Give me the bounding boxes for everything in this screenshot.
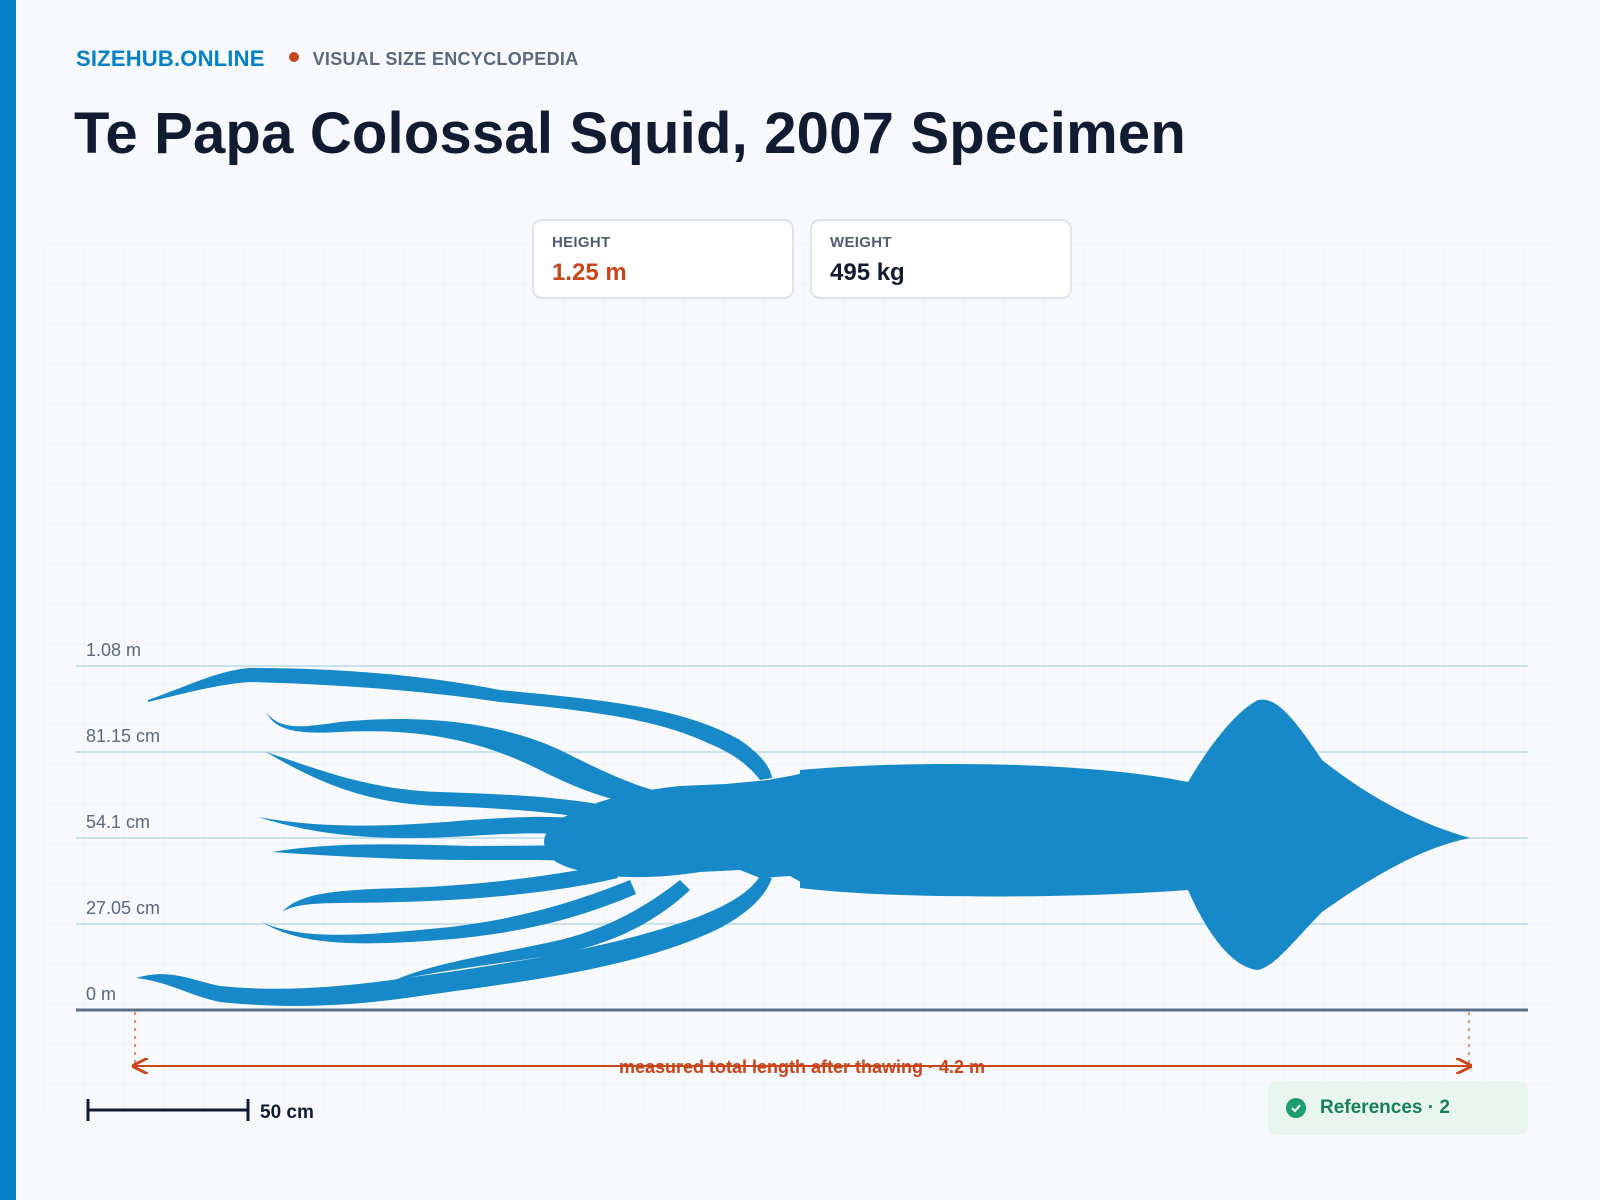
height-label: HEIGHT — [552, 234, 611, 251]
height-tick-lines — [76, 665, 1528, 925]
site-tagline: VISUAL SIZE ENCYCLOPEDIA — [312, 48, 579, 69]
scale-bar-label: 50 cm — [260, 1102, 314, 1123]
squid-arm-5 — [282, 864, 618, 912]
squid-arm-4 — [272, 844, 612, 862]
squid-arm-7 — [390, 880, 690, 982]
height-tick-label: 27.05 cm — [86, 898, 160, 918]
squid-mantle — [800, 699, 1470, 970]
height-tick-labels: 0 m 27.05 cm 54.1 cm 81.15 cm 1.08 m — [86, 640, 160, 1004]
squid-arm-2 — [266, 752, 620, 822]
weight-stat-card: WEIGHT 495 kg — [810, 219, 1072, 299]
length-annotation: measured total length after thawing · 4.… — [135, 1012, 1469, 1077]
separator-dot-icon — [288, 52, 299, 62]
squid-head — [544, 772, 808, 886]
height-tick-label: 1.08 m — [86, 640, 141, 660]
squid-silhouette — [136, 668, 1470, 1006]
height-tick-label: 0 m — [86, 984, 116, 1004]
squid-arm-3 — [258, 816, 620, 840]
squid-arm-1 — [266, 712, 680, 808]
references-label: References · 2 — [1320, 1097, 1450, 1118]
weight-label: WEIGHT — [830, 234, 892, 251]
check-circle-icon — [1286, 1098, 1306, 1118]
weight-value: 495 kg — [830, 259, 905, 286]
squid-tentacle-bottom — [136, 876, 772, 1006]
height-tick-label: 54.1 cm — [86, 812, 150, 832]
length-annotation-label: measured total length after thawing · 4.… — [619, 1057, 985, 1077]
references-button[interactable]: References · 2 — [1268, 1081, 1528, 1135]
site-header: SIZEHUB.ONLINE VISUAL SIZE ENCYCLOPEDIA — [76, 46, 579, 72]
page-title: Te Papa Colossal Squid, 2007 Specimen — [74, 101, 1186, 166]
squid-arm-6 — [262, 880, 636, 944]
height-value: 1.25 m — [552, 259, 627, 286]
background-grid — [44, 244, 1556, 1116]
squid-tentacle-top — [148, 668, 772, 780]
accent-bar — [0, 0, 16, 1200]
height-stat-card: HEIGHT 1.25 m — [532, 219, 794, 299]
height-tick-label: 81.15 cm — [86, 726, 160, 746]
site-brand-link[interactable]: SIZEHUB.ONLINE — [76, 46, 265, 71]
scale-bar: 50 cm — [86, 1099, 314, 1123]
